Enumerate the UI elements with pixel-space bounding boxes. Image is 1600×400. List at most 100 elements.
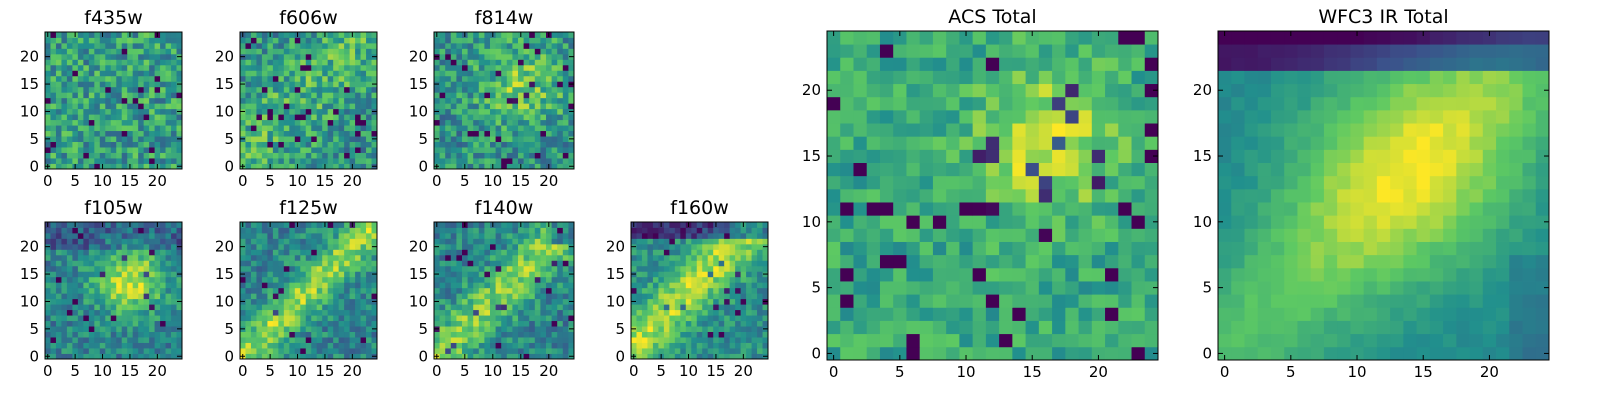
heatmap-cell xyxy=(827,267,841,282)
heatmap-cell xyxy=(529,232,536,239)
heatmap-cell xyxy=(445,59,452,66)
heatmap-cell xyxy=(450,331,457,338)
heatmap-cell xyxy=(250,298,257,305)
heatmap-cell xyxy=(305,48,312,55)
heatmap-cell xyxy=(366,32,372,38)
heatmap-cell xyxy=(1012,294,1026,308)
heatmap-cell xyxy=(176,158,183,164)
heatmap-cell xyxy=(762,238,769,245)
heatmap-cell xyxy=(88,130,95,137)
heatmap-cell xyxy=(691,309,698,316)
heatmap-cell xyxy=(99,53,106,60)
heatmap-cell xyxy=(121,342,128,349)
heatmap-cell xyxy=(121,86,128,93)
heatmap-cell xyxy=(529,130,536,137)
heatmap-cell xyxy=(713,260,720,267)
heatmap-cell xyxy=(61,37,68,44)
heatmap-cell xyxy=(344,92,350,99)
heatmap-cell xyxy=(349,141,356,148)
heatmap-cell xyxy=(121,125,128,132)
heatmap-cell xyxy=(562,92,569,99)
heatmap-cell xyxy=(338,353,345,360)
heatmap-cell xyxy=(300,337,307,343)
heatmap-cell xyxy=(77,320,84,327)
heatmap-cell xyxy=(316,136,323,142)
heatmap-cell xyxy=(490,64,496,71)
heatmap-cell xyxy=(143,97,150,104)
heatmap-cell xyxy=(636,287,643,294)
heatmap-cell xyxy=(132,48,139,55)
heatmap-cell xyxy=(327,326,334,332)
heatmap-cell xyxy=(434,282,440,289)
heatmap-cell xyxy=(311,42,318,49)
heatmap-cell xyxy=(518,59,524,66)
heatmap-cell xyxy=(88,75,95,82)
heatmap-cell xyxy=(250,97,257,104)
heatmap-cell xyxy=(50,141,57,148)
heatmap-cell xyxy=(50,70,57,77)
heatmap-cell xyxy=(1091,215,1106,229)
heatmap-cell xyxy=(283,125,290,132)
heatmap-cell xyxy=(557,114,564,121)
heatmap-cell xyxy=(300,293,307,300)
heatmap-cell xyxy=(751,238,758,245)
heatmap-cell xyxy=(278,147,285,153)
heatmap-cell xyxy=(439,125,446,132)
heatmap-cell xyxy=(501,353,508,360)
heatmap-cell xyxy=(283,103,290,110)
heatmap-cell xyxy=(467,53,474,60)
heatmap-cell xyxy=(663,348,670,354)
heatmap-cell xyxy=(289,304,296,311)
heatmap-cell xyxy=(490,108,496,115)
heatmap-cell xyxy=(506,130,513,137)
heatmap-cell xyxy=(751,287,758,294)
heatmap-cell xyxy=(338,260,345,267)
heatmap-cell xyxy=(132,276,139,283)
heatmap-cell xyxy=(456,59,463,66)
heatmap-cell xyxy=(718,282,725,289)
heatmap-cell xyxy=(138,141,145,148)
heatmap-cell xyxy=(534,337,541,343)
heatmap-cell xyxy=(462,119,468,126)
heatmap-cell xyxy=(88,32,95,38)
heatmap-cell xyxy=(256,59,263,66)
heatmap-cell xyxy=(462,287,468,294)
heatmap-cell xyxy=(267,260,274,267)
heatmap-cell xyxy=(311,243,318,250)
x-tick-label: 10 xyxy=(483,362,502,380)
heatmap-cell xyxy=(50,81,57,88)
heatmap-cell xyxy=(283,147,290,153)
heatmap-cell xyxy=(1025,215,1040,229)
heatmap-cell xyxy=(434,348,440,354)
heatmap-cell xyxy=(256,238,263,245)
heatmap-cell xyxy=(652,238,659,245)
heatmap-cell xyxy=(66,108,73,115)
heatmap-cell xyxy=(568,276,575,283)
heatmap-cell xyxy=(154,37,161,44)
heatmap-cell xyxy=(919,241,934,256)
heatmap-cell xyxy=(557,37,564,44)
heatmap-cell xyxy=(256,265,263,272)
y-tick-label: 15 xyxy=(215,75,234,93)
heatmap-cell xyxy=(999,188,1013,203)
heatmap-cell xyxy=(160,158,166,164)
heatmap-cell xyxy=(138,92,145,99)
heatmap-cell xyxy=(946,281,960,295)
heatmap-cell xyxy=(83,309,90,316)
heatmap-cell xyxy=(289,243,296,250)
heatmap-cell xyxy=(718,315,725,322)
heatmap-cell xyxy=(344,232,350,239)
heatmap-cell xyxy=(557,348,564,354)
heatmap-cell xyxy=(680,320,687,327)
heatmap-cell xyxy=(105,136,112,142)
heatmap-cell xyxy=(116,125,123,132)
heatmap-cell xyxy=(338,125,345,132)
y-tick-label: 10 xyxy=(606,292,625,310)
x-tick-label: 0 xyxy=(43,172,53,190)
heatmap-cell xyxy=(523,48,530,55)
heatmap-cell xyxy=(261,348,268,354)
heatmap-cell xyxy=(366,276,372,283)
heatmap-cell xyxy=(327,298,334,305)
heatmap-cell xyxy=(66,282,73,289)
heatmap-cell xyxy=(1144,320,1159,335)
